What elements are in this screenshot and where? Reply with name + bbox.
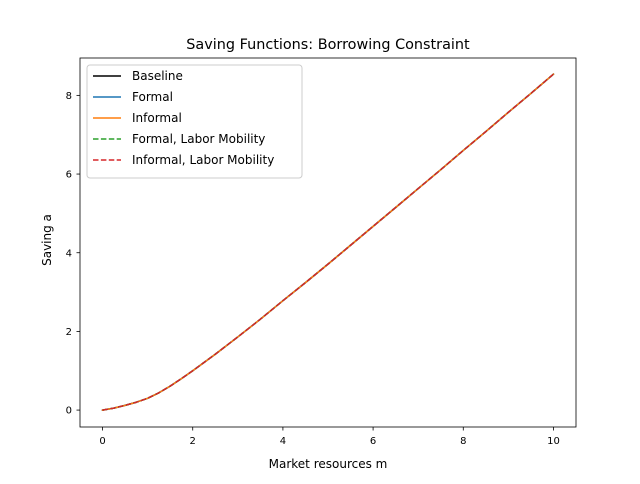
legend-label: Baseline xyxy=(132,69,183,83)
plot-area-frame xyxy=(79,57,577,428)
y-tick-label: 0 xyxy=(66,406,72,417)
legend-box xyxy=(86,64,303,179)
y-tick-label: 8 xyxy=(66,91,72,102)
legend-label: Formal, Labor Mobility xyxy=(132,132,265,146)
x-tick-label: 2 xyxy=(190,436,196,447)
x-tick-label: 8 xyxy=(460,436,466,447)
legend-label: Informal xyxy=(132,111,182,125)
x-tick-label: 10 xyxy=(547,436,560,447)
y-tick-label: 6 xyxy=(66,170,72,181)
chart-title: Saving Functions: Borrowing Constraint xyxy=(186,37,470,53)
x-tick-label: 0 xyxy=(99,436,105,447)
legend-label: Formal xyxy=(132,90,173,104)
y-axis-label: Saving a xyxy=(40,214,54,266)
x-axis-label: Market resources m xyxy=(269,457,388,471)
x-tick-label: 6 xyxy=(370,436,376,447)
y-tick-label: 4 xyxy=(66,248,72,259)
legend: Baseline Formal Informal Formal, Labor Mobi… xyxy=(86,64,303,179)
series-layer xyxy=(101,73,555,411)
ticks-layer: 0 2 4 6 8 10 0 2 4 6 8 xyxy=(66,91,560,447)
y-tick-label: 2 xyxy=(66,327,72,338)
legend-label: Informal, Labor Mobility xyxy=(132,153,274,167)
series-line-5 xyxy=(102,73,554,411)
x-tick-label: 4 xyxy=(280,436,286,447)
